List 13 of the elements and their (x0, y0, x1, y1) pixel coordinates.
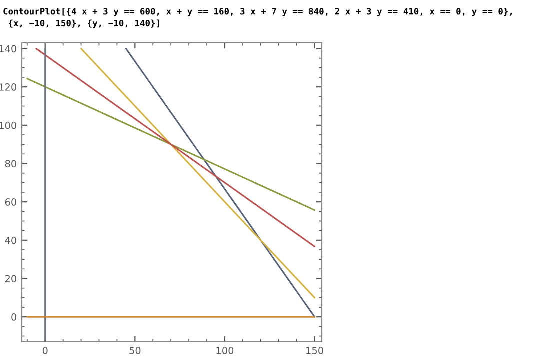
y-tick-label: 0 (12, 314, 16, 321)
y-tick-label: 100 (0, 122, 16, 130)
y-tick-label: 140 (0, 45, 16, 53)
x-tick-label: 50 (130, 347, 141, 354)
y-tick-label: 80 (5, 160, 16, 168)
x-tick-label: 0 (42, 347, 48, 354)
x-tick-label: 150 (306, 347, 324, 354)
y-tick-label: 60 (5, 198, 16, 206)
y-tick-label: 120 (0, 84, 16, 91)
y-tick-label: 40 (5, 236, 16, 244)
x-tick-label: 100 (216, 347, 234, 354)
y-tick-label: 20 (5, 275, 16, 283)
chart-title: ContourPlot[{4 x + 3 y == 600, x + y == 160, 3 x + 7 y == 840, 2 x + 3 y == 410, x == 0, y == 0}, {x, −10, 150}, {y, −10, 140}] (4, 8, 512, 28)
